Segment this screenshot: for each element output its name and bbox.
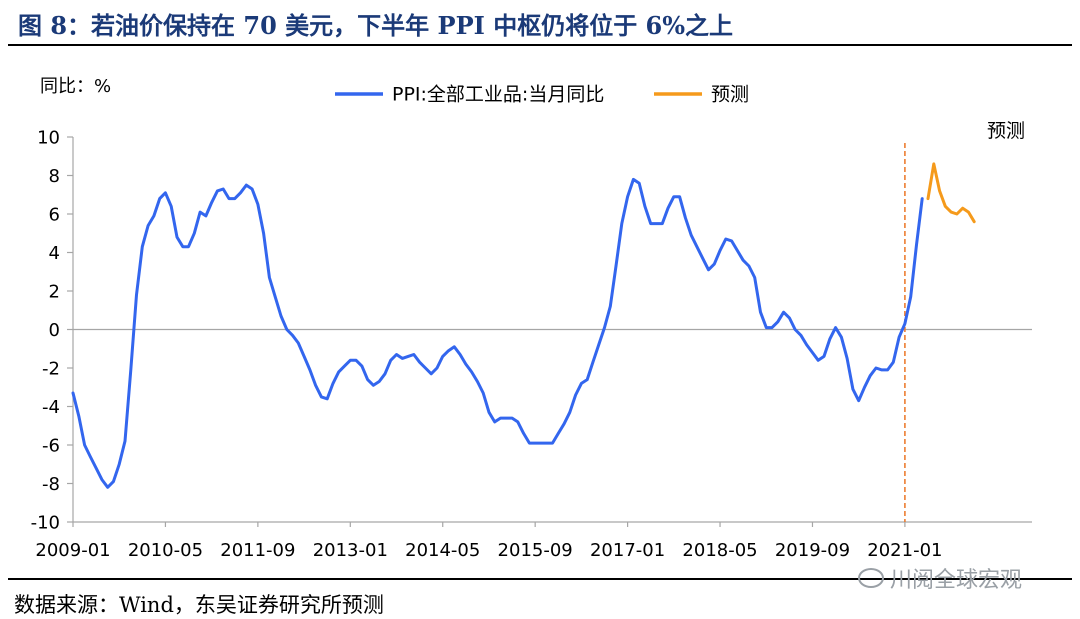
series-line-forecast: [926, 162, 976, 224]
x-tick-label: 2018-05: [682, 540, 757, 561]
x-tick-label: 2010-05: [128, 540, 203, 561]
wechat-icon: [858, 568, 884, 588]
y-tick-label: -4: [42, 397, 60, 418]
figure-title: 图 8：若油价保持在 70 美元，下半年 PPI 中枢仍将位于 6%之上: [18, 11, 734, 40]
x-tick-label: 2013-01: [313, 540, 388, 561]
source-divider: [8, 578, 1072, 580]
y-tick-label: -8: [42, 474, 60, 495]
x-tick-label: 2021-01: [867, 540, 942, 561]
y-tick-label: 6: [49, 205, 60, 226]
y-tick-label: -6: [42, 436, 60, 457]
x-tick-label: 2015-09: [498, 540, 573, 561]
y-tick-label: -10: [31, 513, 60, 534]
watermark-text: 川阅全球宏观: [890, 568, 1023, 593]
y-tick-label: 0: [49, 320, 60, 341]
x-tick-label: 2009-01: [35, 540, 110, 561]
legend-label: 预测: [711, 84, 749, 106]
y-tick-label: 8: [49, 166, 60, 187]
x-tick-label: 2014-05: [405, 540, 480, 561]
data-source-note: 数据来源：Wind，东吴证券研究所预测: [14, 593, 384, 617]
x-tick-label: 2011-09: [220, 540, 295, 561]
y-axis-label: 同比：%: [40, 76, 111, 97]
x-tick-label: 2017-01: [590, 540, 665, 561]
title-divider: [8, 44, 1072, 46]
y-tick-label: 2: [49, 282, 60, 303]
x-tick-label: 2019-09: [775, 540, 850, 561]
series-line-ppi: [71, 177, 924, 489]
watermark: 川阅全球宏观: [858, 562, 1022, 594]
y-tick-label: -2: [42, 359, 60, 380]
forecast-marker-label: 预测: [987, 120, 1025, 142]
y-tick-label: 4: [49, 243, 60, 264]
y-tick-label: 10: [37, 128, 60, 149]
legend-label: PPI:全部工业品:当月同比: [392, 84, 604, 106]
